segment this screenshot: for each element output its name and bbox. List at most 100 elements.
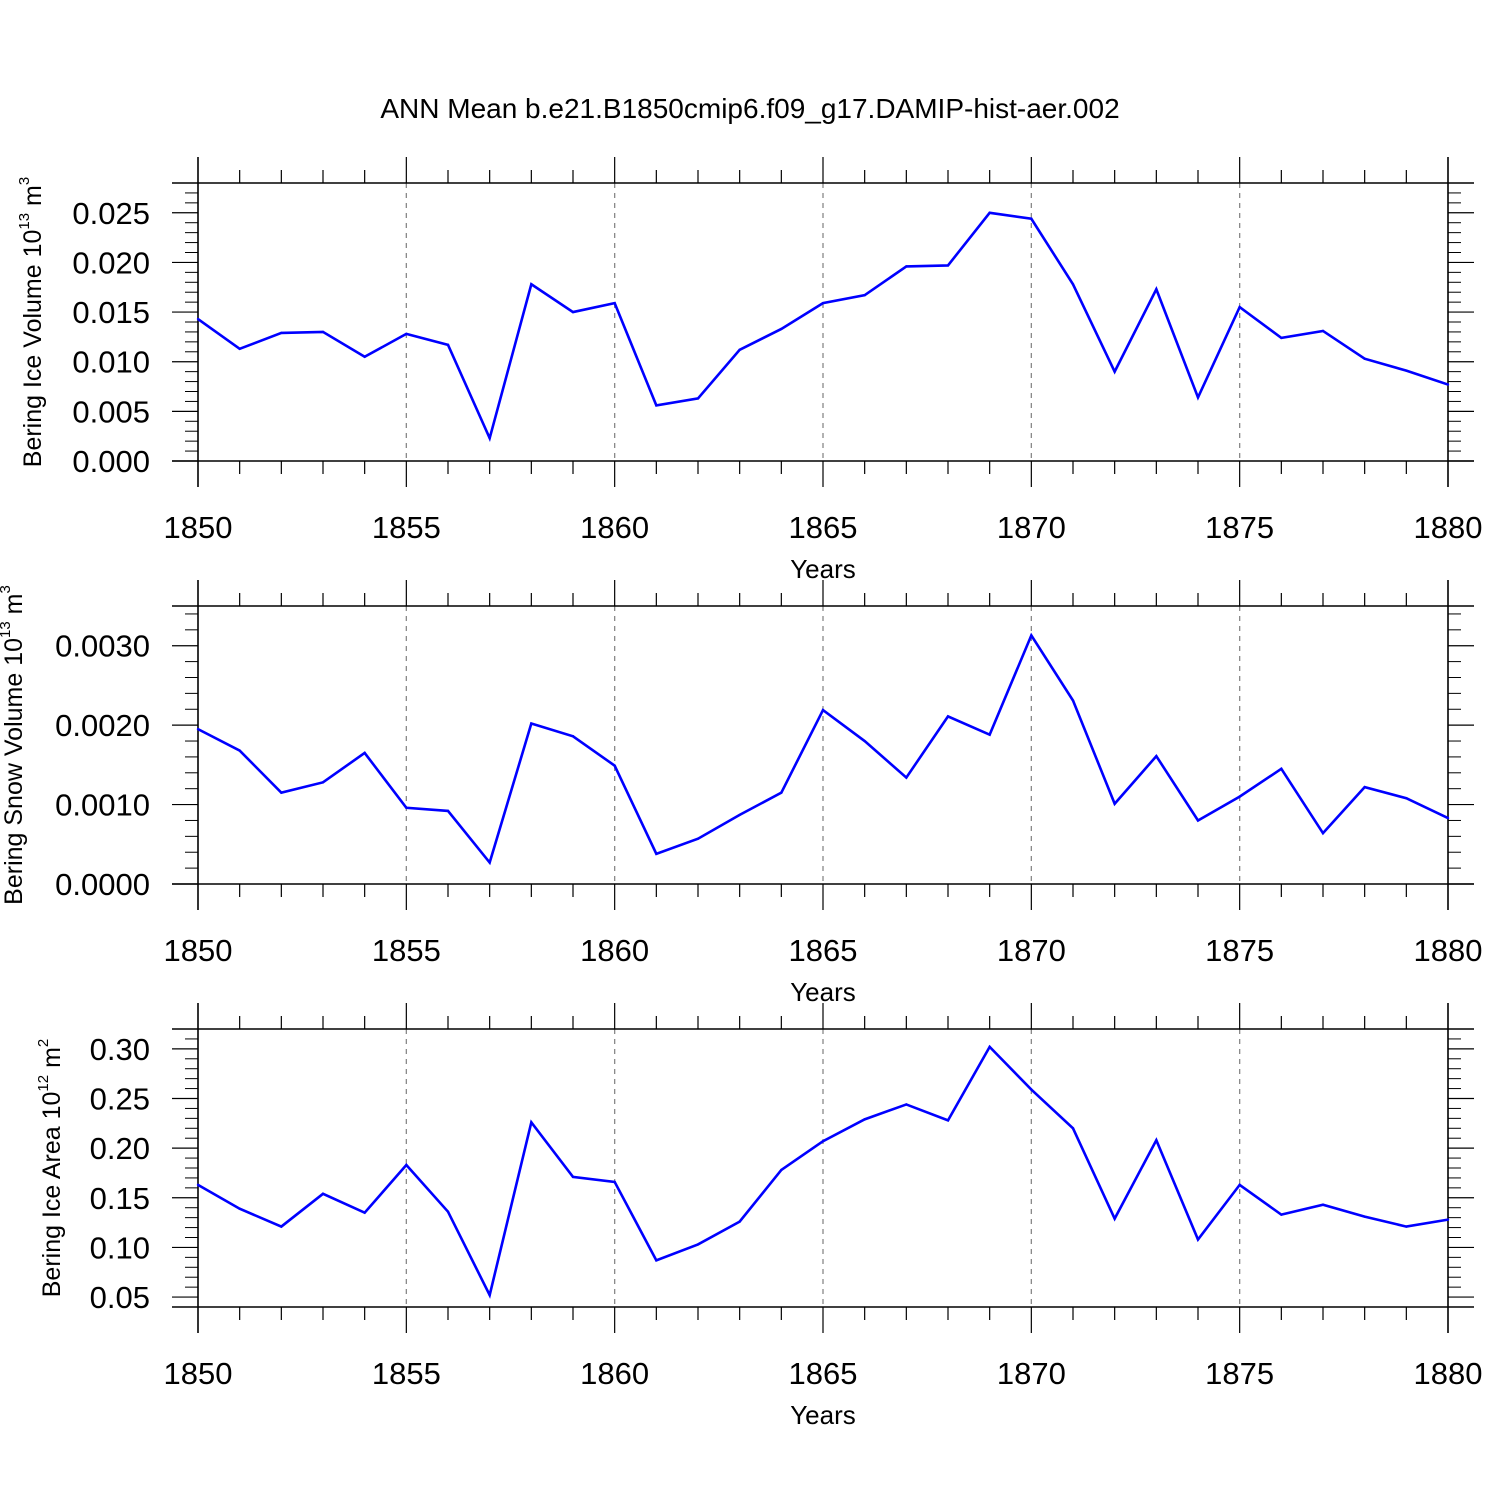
data-point <box>196 317 200 321</box>
data-point <box>571 310 575 314</box>
x-tick-label: 1855 <box>372 510 441 545</box>
data-point <box>738 813 741 817</box>
y-tick-label: 0.010 <box>72 345 150 380</box>
data-point <box>780 327 783 331</box>
y-tick-label: 0.0030 <box>55 629 150 664</box>
data-point <box>863 1118 866 1121</box>
data-point <box>1321 831 1325 835</box>
data-point <box>1113 1217 1116 1220</box>
x-tick-label: 1860 <box>580 1356 649 1391</box>
data-point <box>321 1192 325 1196</box>
data-point <box>530 283 533 286</box>
data-point <box>1405 797 1408 800</box>
data-point <box>655 404 658 407</box>
data-point <box>1280 767 1283 771</box>
data-point <box>863 739 866 743</box>
data-point <box>405 332 408 336</box>
data-point <box>655 852 658 856</box>
data-point <box>1071 283 1075 286</box>
x-tick-label: 1860 <box>580 933 649 968</box>
data-point <box>1405 1225 1408 1228</box>
x-tick-label: 1870 <box>997 510 1066 545</box>
y-axis-title-exponent: 13 <box>16 213 33 230</box>
data-point <box>446 809 450 813</box>
data-point <box>446 1210 450 1213</box>
data-point <box>821 1139 825 1143</box>
data-point <box>1446 816 1450 820</box>
data-point <box>1238 795 1241 798</box>
data-point <box>488 861 491 864</box>
data-point <box>738 1220 741 1223</box>
data-point <box>613 764 616 767</box>
data-point <box>1280 336 1283 340</box>
x-axis-title: Years <box>790 554 856 584</box>
y-tick-label: 0.0000 <box>55 867 150 902</box>
data-point <box>1071 699 1075 702</box>
y-axis-title-unit: m <box>0 594 28 622</box>
data-point <box>196 1183 200 1187</box>
data-point <box>696 397 700 400</box>
data-point <box>1196 396 1200 399</box>
data-point <box>780 1168 783 1172</box>
y-tick-label: 0.000 <box>72 444 150 479</box>
x-axis-title: Years <box>790 1400 856 1430</box>
y-tick-label: 0.30 <box>90 1032 150 1067</box>
x-tick-label: 1875 <box>1205 1356 1274 1391</box>
data-point <box>1405 369 1408 372</box>
x-tick-label: 1855 <box>372 933 441 968</box>
data-point <box>280 1225 283 1228</box>
y-tick-label: 0.0010 <box>55 788 150 823</box>
data-point <box>988 1045 991 1049</box>
x-tick-label: 1870 <box>997 1356 1066 1391</box>
x-tick-label: 1880 <box>1414 510 1483 545</box>
data-point <box>946 715 950 718</box>
x-tick-label: 1850 <box>164 933 233 968</box>
data-point <box>571 735 575 738</box>
data-point <box>1030 634 1033 637</box>
x-tick-label: 1875 <box>1205 510 1274 545</box>
chart-panel-2: 1850 1855 1860 1865 1870 1875 1880 Years 0.0000 0… <box>0 580 1482 1007</box>
data-point <box>1196 1238 1200 1241</box>
chart-panel-1: 1850 1855 1860 1865 1870 1875 1880 Years 0.000 0.… <box>16 157 1482 584</box>
x-tick-label: 1875 <box>1205 933 1274 968</box>
y-axis-title-unit: m <box>19 185 47 213</box>
y-axis-title: Bering Snow Volume 1013 m3 <box>0 585 28 905</box>
data-point <box>988 733 991 736</box>
data-point <box>363 355 366 358</box>
chart-panel-3: 1850 1855 1860 1865 1870 1875 1880 Years 0.05 0.1… <box>35 1003 1482 1430</box>
data-point <box>1363 357 1366 360</box>
x-tick-label: 1880 <box>1414 1356 1483 1391</box>
data-point <box>905 776 908 779</box>
x-tick-label: 1865 <box>789 510 858 545</box>
x-tick-label: 1870 <box>997 933 1066 968</box>
data-point <box>571 1175 575 1179</box>
data-point <box>280 791 283 794</box>
y-tick-label: 0.15 <box>90 1181 150 1216</box>
data-point <box>1155 1139 1158 1142</box>
data-point <box>530 1121 533 1124</box>
y-tick-label: 0.25 <box>90 1082 150 1117</box>
data-point <box>946 264 950 267</box>
data-point <box>1363 1215 1366 1218</box>
data-point <box>1030 217 1033 220</box>
data-point <box>821 301 825 305</box>
data-point <box>321 330 325 334</box>
y-axis-title-exponent: 13 <box>0 621 14 638</box>
y-axis-title-main: Bering Ice Volume 10 <box>19 230 47 468</box>
data-point <box>1238 305 1241 309</box>
data-point <box>196 727 200 731</box>
data-point <box>1113 802 1116 805</box>
data-point <box>863 293 866 297</box>
y-tick-label: 0.020 <box>72 245 150 280</box>
data-point <box>905 265 908 268</box>
data-point <box>1030 1088 1033 1091</box>
data-point <box>280 331 283 335</box>
data-point <box>613 301 616 305</box>
data-point <box>821 708 825 712</box>
data-point <box>363 751 366 755</box>
x-tick-label: 1850 <box>164 510 233 545</box>
chart-title: ANN Mean b.e21.B1850cmip6.f09_g17.DAMIP-… <box>380 93 1119 124</box>
y-axis-title-unit-exponent: 3 <box>0 585 14 593</box>
x-tick-label: 1880 <box>1414 933 1483 968</box>
data-point <box>1446 383 1450 386</box>
